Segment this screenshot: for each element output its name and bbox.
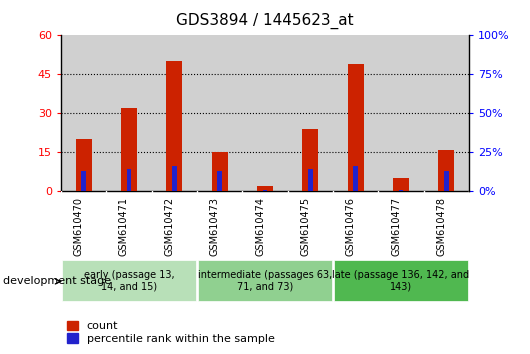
- Bar: [242, 35, 288, 191]
- Text: GSM610472: GSM610472: [164, 196, 174, 256]
- Bar: [303, 129, 319, 191]
- Text: GSM610473: GSM610473: [210, 196, 219, 256]
- Bar: [333, 35, 378, 191]
- Bar: [263, 190, 267, 191]
- Bar: [76, 139, 92, 191]
- Text: GSM610477: GSM610477: [391, 196, 401, 256]
- Bar: [438, 150, 454, 191]
- Bar: [354, 166, 358, 191]
- Bar: [334, 260, 467, 301]
- Text: development stage: development stage: [3, 276, 111, 286]
- Text: GSM610471: GSM610471: [119, 196, 129, 256]
- Legend: count, percentile rank within the sample: count, percentile rank within the sample: [66, 321, 275, 344]
- Bar: [82, 171, 86, 191]
- Bar: [127, 169, 131, 191]
- Bar: [217, 171, 222, 191]
- Bar: [423, 35, 469, 191]
- Bar: [166, 61, 182, 191]
- Bar: [197, 35, 242, 191]
- Text: intermediate (passages 63,
71, and 73): intermediate (passages 63, 71, and 73): [198, 270, 332, 291]
- Bar: [107, 35, 152, 191]
- Bar: [121, 108, 137, 191]
- Bar: [63, 260, 196, 301]
- Text: GDS3894 / 1445623_at: GDS3894 / 1445623_at: [176, 12, 354, 29]
- Bar: [378, 35, 423, 191]
- Bar: [172, 166, 176, 191]
- Bar: [399, 190, 403, 191]
- Bar: [211, 152, 227, 191]
- Bar: [308, 169, 313, 191]
- Text: GSM610475: GSM610475: [301, 196, 311, 256]
- Text: GSM610470: GSM610470: [74, 196, 84, 256]
- Text: GSM610474: GSM610474: [255, 196, 265, 256]
- Text: late (passage 136, 142, and
143): late (passage 136, 142, and 143): [332, 270, 470, 291]
- Text: early (passage 13,
14, and 15): early (passage 13, 14, and 15): [84, 270, 174, 291]
- Bar: [198, 260, 332, 301]
- Text: GSM610476: GSM610476: [346, 196, 356, 256]
- Bar: [393, 178, 409, 191]
- Bar: [288, 35, 333, 191]
- Bar: [61, 35, 107, 191]
- Bar: [257, 186, 273, 191]
- Bar: [348, 64, 364, 191]
- Bar: [444, 171, 448, 191]
- Bar: [152, 35, 197, 191]
- Text: GSM610478: GSM610478: [436, 196, 446, 256]
